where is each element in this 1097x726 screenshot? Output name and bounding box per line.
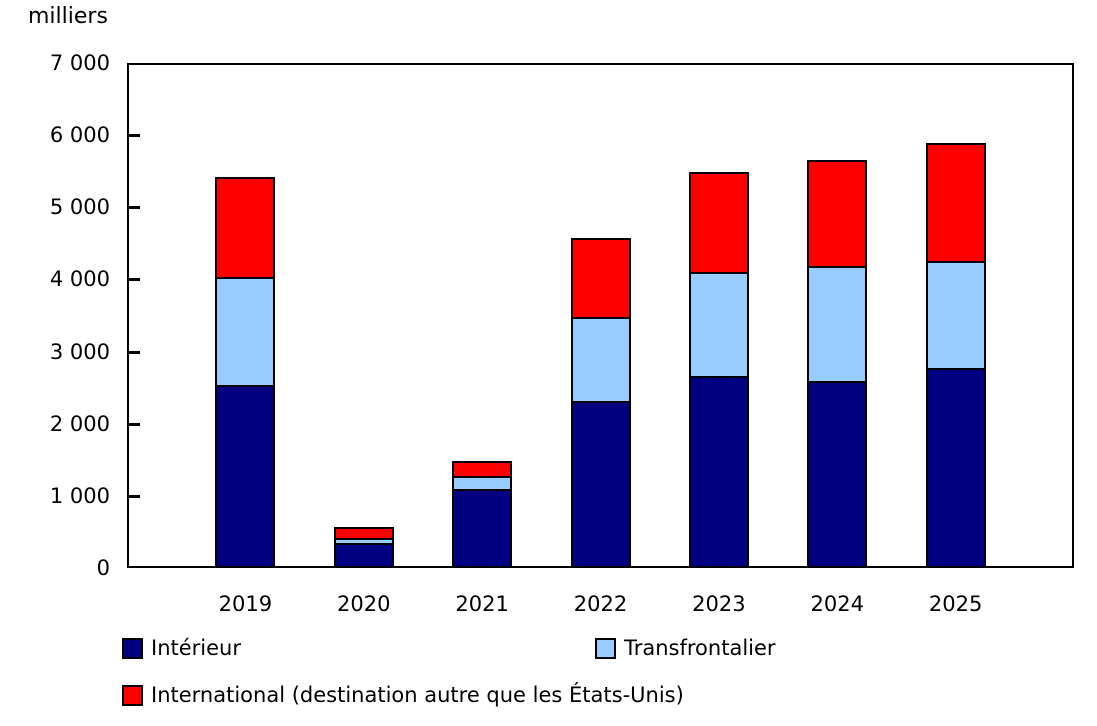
legend-label-transfrontalier: Transfrontalier [624, 636, 776, 660]
y-axis-tick-label: 2 000 [49, 411, 110, 436]
y-axis-tick-mark [129, 134, 140, 138]
bar-segment-2025-transfrontalier [925, 260, 986, 371]
bar-segment-2025-interieur [925, 368, 986, 568]
bar-segment-2024-international [807, 159, 868, 268]
bar-segment-2022-international [570, 238, 631, 319]
bar-segment-2024-interieur [807, 381, 868, 568]
bar-segment-2019-transfrontalier [215, 277, 276, 388]
x-axis-tick-label: 2022 [573, 592, 628, 616]
bar-segment-2019-interieur [215, 385, 276, 568]
legend-item-international: International (destination autre que les… [122, 684, 684, 706]
x-axis-tick-label: 2025 [928, 592, 983, 616]
y-axis-tick-mark [129, 206, 140, 210]
bar-segment-2021-interieur [452, 489, 513, 568]
legend-label-international: International (destination autre que les… [151, 683, 684, 707]
bar-segment-2022-transfrontalier [570, 316, 631, 404]
bar-segment-2020-interieur [333, 543, 394, 568]
bar-segment-2021-international [452, 461, 513, 479]
legend-swatch-interieur [122, 637, 143, 659]
y-axis-tick-label: 7 000 [49, 51, 110, 75]
bar-segment-2024-transfrontalier [807, 265, 868, 384]
bar-segment-2021-transfrontalier [452, 476, 513, 492]
y-axis-tick-label: 4 000 [49, 267, 110, 292]
y-axis-tick-label: 3 000 [49, 339, 110, 364]
y-axis-tick-label: 6 000 [49, 123, 110, 148]
y-axis-tick-mark [129, 494, 140, 498]
bar-segment-2022-interieur [570, 401, 631, 568]
y-axis-tick-mark [129, 350, 140, 354]
bar-segment-2023-transfrontalier [688, 272, 749, 379]
bar-segment-2020-international [333, 526, 394, 540]
legend-swatch-transfrontalier [595, 637, 616, 659]
y-axis-tick-mark [129, 278, 140, 282]
x-axis-tick-label: 2021 [455, 592, 509, 616]
y-axis-tick-label: 0 [96, 556, 110, 580]
y-axis-tick-label: 5 000 [49, 195, 110, 220]
legend-item-transfrontalier: Transfrontalier [595, 637, 776, 659]
y-axis-unit-label: milliers [28, 4, 108, 29]
bar-segment-2025-international [925, 143, 986, 263]
x-axis-tick-label: 2023 [692, 592, 746, 616]
legend-swatch-international [122, 684, 143, 706]
legend-label-interieur: Intérieur [151, 636, 241, 660]
x-axis-tick-label: 2024 [810, 592, 864, 616]
bar-segment-2023-interieur [688, 376, 749, 568]
x-axis-tick-label: 2019 [218, 592, 273, 616]
legend-item-interieur: Intérieur [122, 637, 241, 659]
y-axis-tick-mark [129, 422, 140, 426]
x-axis-tick-label: 2020 [337, 592, 391, 616]
bar-segment-2019-international [215, 176, 276, 280]
y-axis-tick-label: 1 000 [49, 483, 110, 508]
bar-segment-2023-international [688, 171, 749, 275]
